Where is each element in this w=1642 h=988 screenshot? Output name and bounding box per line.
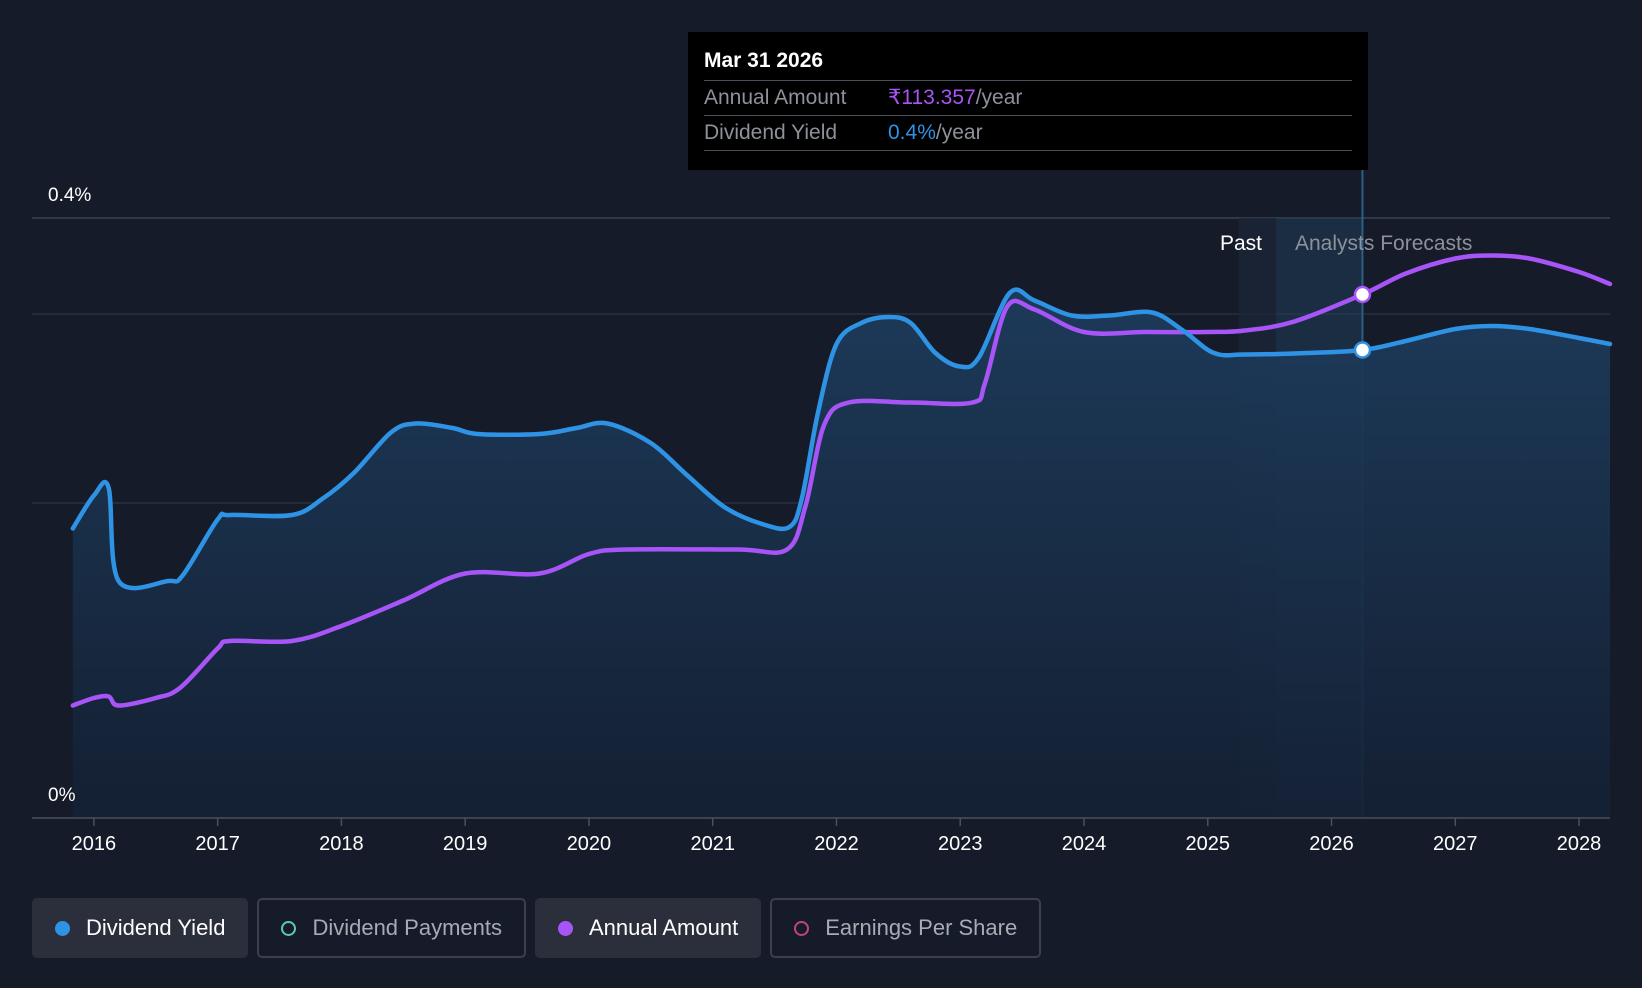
x-tick-label: 2018 [319,833,364,855]
x-tick-label: 2028 [1557,833,1602,855]
tooltip: Mar 31 2026 Annual Amount ₹113.357 /year… [688,32,1368,170]
x-tick-label: 2025 [1186,833,1231,855]
tooltip-date: Mar 31 2026 [704,46,1352,81]
dividend-chart: 2016 2017 2018 2019 2020 2021 2022 2023 2024 2025… [32,170,1613,855]
yield-area [72,289,1610,818]
past-label: Past [1220,232,1262,255]
x-tick-label: 2024 [1062,833,1107,855]
tooltip-value: ₹113.357 [888,86,976,109]
x-tick-label: 2020 [567,833,612,855]
legend-dividend-payments[interactable]: Dividend Payments [257,898,526,958]
yield-area-fill [72,289,1610,818]
tooltip-row-annual-amount: Annual Amount ₹113.357 /year [704,81,1352,116]
legend-label: Dividend Yield [86,915,226,940]
markers [1353,285,1372,359]
forecast-label: Analysts Forecasts [1295,232,1472,255]
tooltip-label: Dividend Yield [704,121,838,144]
tooltip-label: Annual Amount [704,86,847,109]
tooltip-unit: /year [935,121,983,144]
tooltip-value: 0.4% [888,121,936,144]
y-axis-label-top: 0.4% [48,185,91,206]
x-tick-label: 2026 [1309,833,1354,855]
legend-dot-icon [557,920,573,936]
x-tick-label: 2019 [443,833,488,855]
legend-label: Dividend Payments [312,915,502,940]
legend-ring-icon [794,920,810,936]
x-tick-label: 2022 [814,833,859,855]
dividend-yield-line [70,287,1613,591]
legend-annual-amount[interactable]: Annual Amount [534,898,762,958]
legend-earnings-per-share[interactable]: Earnings Per Share [770,898,1042,958]
y-axis-label-bottom: 0% [48,785,76,806]
tooltip-row-dividend-yield: Dividend Yield 0.4% /year [704,116,1352,151]
legend-label: Earnings Per Share [825,915,1018,940]
legend-dividend-yield[interactable]: Dividend Yield [32,898,249,958]
x-tick-label: 2017 [195,833,240,855]
annual-amount-marker [1353,285,1372,304]
x-tick-label: 2023 [938,833,983,855]
dividend-yield-marker [1353,341,1372,359]
x-tick-label: 2021 [690,833,735,855]
x-axis: 2016 2017 2018 2019 2020 2021 2022 2023 2024 2025… [32,817,1610,855]
legend: Dividend Yield Dividend Payments Annual … [32,898,1042,958]
legend-ring-icon [281,920,297,936]
legend-label: Annual Amount [588,915,739,940]
tooltip-unit: /year [975,86,1023,109]
x-tick-label: 2027 [1433,833,1478,855]
x-tick-label: 2016 [72,833,117,855]
legend-dot-icon [55,920,70,936]
